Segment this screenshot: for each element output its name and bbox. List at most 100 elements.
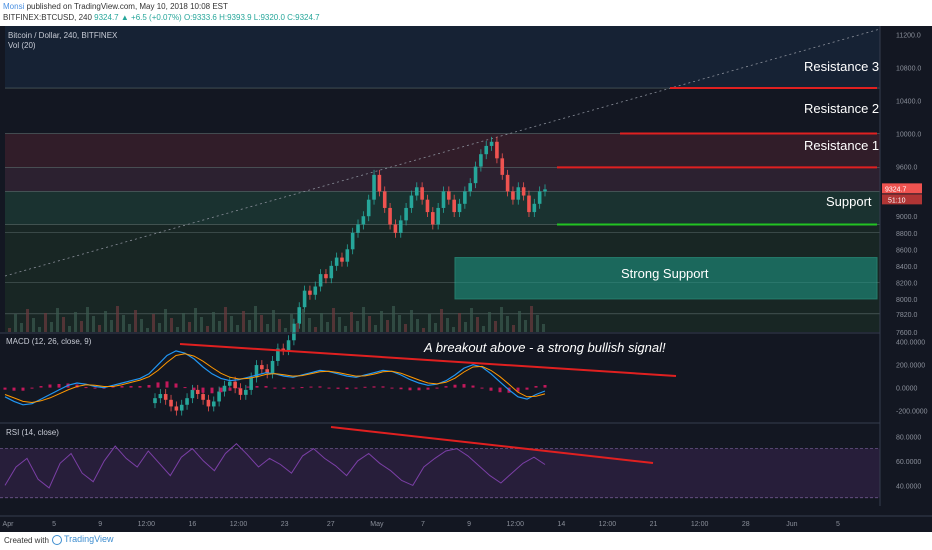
macd-histogram-bar xyxy=(237,387,241,389)
candle-body xyxy=(420,187,424,200)
volume-bar xyxy=(428,314,431,332)
volume-bar xyxy=(158,323,161,332)
time-tick-label: 21 xyxy=(650,521,658,528)
up-arrow-icon: ▲ xyxy=(120,13,129,22)
time-tick-label: 14 xyxy=(557,521,565,528)
candle-body xyxy=(527,195,531,213)
volume-bar xyxy=(542,324,545,332)
chart-area[interactable]: 11200.0 10800.0 10400.0 10000.0 9600.0 9 200.0… xyxy=(0,26,932,532)
strong-support-label: Strong Support xyxy=(621,266,709,281)
volume-bar xyxy=(200,317,203,332)
volume-bar xyxy=(74,312,77,332)
candle-body xyxy=(452,199,456,213)
volume-bar xyxy=(512,325,515,332)
volume-bar xyxy=(290,314,293,332)
price-pane xyxy=(4,26,881,416)
volume-bar xyxy=(422,328,425,332)
volume-bar xyxy=(188,322,191,332)
macd-histogram-bar xyxy=(417,387,421,391)
candle-body xyxy=(468,183,473,192)
macd-histogram-bar xyxy=(363,386,367,388)
candle-body xyxy=(281,348,286,351)
volume-bar xyxy=(332,308,335,332)
macd-histogram-bar xyxy=(489,387,493,391)
candle-body xyxy=(372,174,376,200)
macd-histogram-bar xyxy=(345,387,349,390)
volume-bar xyxy=(20,323,23,332)
rsi-line xyxy=(4,443,546,489)
candle-body xyxy=(238,388,243,395)
volume-bar xyxy=(98,325,101,332)
time-tick-label: 12:00 xyxy=(506,521,524,528)
candle-body xyxy=(537,191,542,204)
macd-tick-label: -200.0000 xyxy=(896,409,928,416)
volume-bar xyxy=(488,312,491,332)
volume-bar xyxy=(338,317,341,332)
volume-bar xyxy=(464,322,467,332)
volume-bar xyxy=(482,326,485,332)
macd-histogram-bar xyxy=(138,386,142,388)
candle-body xyxy=(185,398,189,405)
time-tick-label: 23 xyxy=(281,521,289,528)
candle-body xyxy=(516,187,521,200)
macd-tick-label: 0.0000 xyxy=(896,386,918,393)
candle-body xyxy=(479,154,483,167)
macd-histogram-bar xyxy=(12,387,16,391)
macd-histogram-bar xyxy=(480,387,484,389)
volume-bar xyxy=(524,320,527,332)
macd-histogram-bar xyxy=(516,387,520,392)
candle-body xyxy=(505,174,510,192)
time-tick-label: 7 xyxy=(421,521,425,528)
volume-bar xyxy=(80,321,83,332)
ohlc-values: O:9333.6 H:9393.9 L:9320.0 C:9324.7 xyxy=(183,13,320,22)
volume-bar xyxy=(272,310,275,332)
macd-histogram-bar xyxy=(129,386,133,388)
candle-body xyxy=(227,381,232,386)
macd-histogram-bar xyxy=(453,384,457,388)
volume-bar xyxy=(392,306,395,332)
candle-body xyxy=(532,203,537,213)
candle-body xyxy=(543,189,547,192)
volume-bar xyxy=(536,315,539,332)
volume-bar xyxy=(368,316,371,332)
candle-body xyxy=(286,340,291,351)
macd-histogram-bar xyxy=(174,383,178,388)
volume-bar xyxy=(92,316,95,332)
candle-body xyxy=(521,187,526,196)
time-tick-label: Apr xyxy=(3,521,15,528)
volume-bar xyxy=(344,326,347,332)
volume-bar xyxy=(146,328,149,332)
candle-body xyxy=(222,385,227,392)
support-label: Support xyxy=(826,194,872,209)
macd-histogram-bar xyxy=(210,387,214,394)
volume-bar xyxy=(134,310,137,332)
macd-histogram-bar xyxy=(165,381,169,388)
macd-histogram-bar xyxy=(201,387,205,393)
time-tick-label: 27 xyxy=(327,521,335,528)
macd-histogram-bar xyxy=(408,387,412,391)
publish-line: Monsi published on TradingView.com, May … xyxy=(3,2,228,11)
price-tick-label: 10800.0 xyxy=(896,65,921,72)
macd-histogram-bar xyxy=(30,387,34,389)
candle-body xyxy=(169,399,173,407)
macd-histogram-bar xyxy=(84,387,88,389)
candle-body xyxy=(436,207,440,225)
tradingview-logo[interactable]: TradingView xyxy=(52,534,114,545)
username-link[interactable]: Monsi xyxy=(3,2,25,11)
candle-body xyxy=(489,141,494,146)
candle-body xyxy=(217,391,221,402)
volume-bar xyxy=(278,319,281,332)
rsi-tick-label: 80.0000 xyxy=(896,434,921,441)
macd-histogram-bar xyxy=(183,387,187,389)
candle-body xyxy=(292,323,296,341)
candle-body xyxy=(404,207,408,221)
volume-bar xyxy=(446,318,449,332)
candle-body xyxy=(366,199,371,217)
macd-histogram-bar xyxy=(93,387,97,389)
candle-body xyxy=(382,191,387,208)
top-bar: Monsi published on TradingView.com, May … xyxy=(0,0,932,26)
macd-histogram-bar xyxy=(327,387,331,389)
price-tick-label: 9600.0 xyxy=(896,165,918,172)
resistance-2-label: Resistance 2 xyxy=(804,101,880,116)
candle-body xyxy=(276,348,280,361)
